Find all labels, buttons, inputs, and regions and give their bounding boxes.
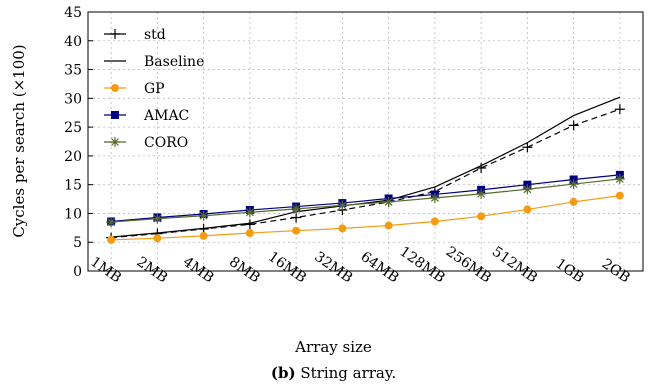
x-tick-label: 32MB: [311, 249, 355, 286]
y-tick-label: 35: [64, 63, 82, 79]
point: [291, 203, 302, 214]
x-tick-label: 2GB: [599, 256, 633, 287]
series-coro: [106, 173, 625, 228]
series-line: [111, 108, 621, 239]
x-tick-label: 256MB: [443, 244, 494, 287]
point: [110, 29, 120, 39]
x-tick-label: 1MB: [87, 254, 124, 286]
y-axis: 0 5 10 15 20 25 30 35 40 45: [64, 5, 93, 280]
y-axis-label: Cycles per search (×100): [10, 44, 28, 237]
point: [476, 188, 487, 199]
point: [106, 217, 117, 228]
series-line: [111, 178, 620, 223]
legend-item: Baseline: [104, 54, 204, 70]
caption-text: String array.: [300, 364, 397, 382]
point: [569, 197, 578, 206]
point: [614, 173, 625, 184]
point: [110, 137, 120, 147]
point: [522, 142, 533, 153]
legend-label: GP: [144, 81, 165, 97]
legend-item: AMAC: [104, 108, 189, 124]
point: [476, 162, 487, 173]
series-gp: [107, 191, 624, 244]
point: [111, 84, 119, 92]
legend-item: std: [104, 27, 166, 43]
point: [384, 221, 393, 230]
x-tick-label: 4MB: [180, 254, 217, 286]
x-tick-label: 512MB: [489, 244, 540, 287]
point: [245, 229, 254, 238]
legend-item: GP: [104, 81, 165, 97]
point: [614, 104, 625, 115]
y-tick-label: 5: [73, 235, 82, 251]
y-tick-label: 0: [73, 264, 82, 280]
legend: std Baseline GP AMAC CORO: [104, 27, 204, 151]
point: [615, 191, 624, 200]
x-axis-label: Array size: [295, 338, 372, 356]
figure-caption: (b) String array.: [0, 364, 667, 382]
point: [430, 217, 439, 226]
x-tick-label: 1GB: [552, 256, 586, 287]
legend-item: CORO: [104, 135, 188, 151]
caption-label: (b): [270, 364, 296, 382]
legend-label: AMAC: [143, 108, 189, 124]
point: [111, 111, 119, 119]
line-chart: 0 5 10 15 20 25 30 35 40 45 1MB 2MB 4MB 8MB 16MB 32MB 6…: [10, 5, 644, 287]
point: [523, 205, 532, 214]
point: [568, 179, 579, 190]
point: [244, 219, 255, 230]
point: [568, 120, 579, 131]
point: [244, 207, 255, 218]
plot-frame: [87, 11, 644, 272]
series-std: [106, 104, 625, 243]
y-tick-label: 30: [64, 91, 82, 107]
series-line: [111, 174, 620, 223]
point: [198, 210, 209, 221]
x-tick-label: 2MB: [134, 254, 171, 286]
x-tick-label: 64MB: [358, 249, 402, 286]
point: [107, 235, 116, 244]
y-tick-label: 15: [64, 178, 82, 194]
point: [429, 192, 440, 203]
point: [199, 231, 208, 240]
point: [338, 224, 347, 233]
y-tick-label: 45: [64, 5, 82, 21]
point: [153, 234, 162, 243]
legend-label: CORO: [144, 135, 188, 151]
y-tick-label: 20: [64, 149, 82, 165]
point: [292, 226, 301, 235]
point: [477, 212, 486, 221]
point: [337, 200, 348, 211]
legend-label: Baseline: [144, 54, 204, 70]
point: [291, 212, 302, 223]
point: [522, 184, 533, 195]
x-tick-label: 8MB: [226, 254, 263, 286]
x-tick-label: 16MB: [265, 249, 309, 286]
y-tick-label: 10: [64, 206, 82, 222]
series-line: [111, 195, 620, 241]
point: [383, 196, 394, 207]
x-tick-label: 128MB: [397, 244, 448, 287]
y-tick-label: 25: [64, 120, 82, 136]
series-group: [106, 96, 625, 244]
point: [152, 213, 163, 224]
legend-label: std: [144, 27, 166, 43]
y-tick-label: 40: [64, 34, 82, 50]
